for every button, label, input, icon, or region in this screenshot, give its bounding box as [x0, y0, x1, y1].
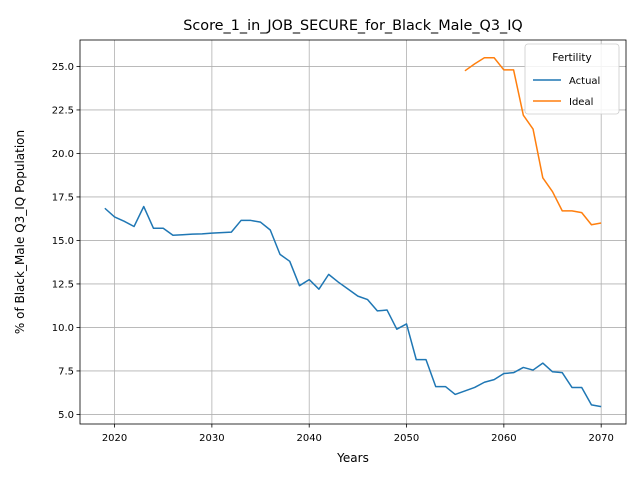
- y-tick-label: 5.0: [58, 410, 74, 421]
- y-tick-label: 25.0: [52, 62, 74, 73]
- legend-label-ideal: Ideal: [569, 97, 593, 108]
- y-tick-label: 22.5: [52, 106, 74, 117]
- legend-box: [524, 43, 620, 115]
- x-tick-label: 2070: [588, 433, 613, 444]
- x-tick-label: 2050: [394, 433, 419, 444]
- chart-title: Score_1_in_JOB_SECURE_for_Black_Male_Q3_…: [183, 18, 523, 34]
- x-axis-ticks: 2020 2030 2040 2050 2060 2070: [102, 424, 614, 444]
- series-group: [104, 57, 602, 408]
- x-axis-label: Years: [336, 451, 369, 465]
- legend-label-actual: Actual: [569, 76, 600, 87]
- y-tick-label: 12.5: [52, 280, 74, 291]
- x-tick-label: 2040: [296, 433, 321, 444]
- y-tick-label: 10.0: [52, 323, 74, 334]
- y-tick-label: 20.0: [52, 149, 74, 160]
- grid-lines: [80, 40, 626, 424]
- legend: Fertility Actual Ideal: [524, 43, 620, 115]
- y-axis-label: % of Black_Male Q3_IQ Population: [13, 130, 27, 334]
- y-axis-ticks: 5.0 7.5 10.0 12.5 15.0 17.5 20.0 22.5 25.0: [52, 62, 80, 421]
- y-tick-label: 17.5: [52, 193, 74, 204]
- legend-title: Fertility: [552, 52, 591, 64]
- series-line-ideal: [464, 57, 602, 226]
- y-tick-label: 15.0: [52, 236, 74, 247]
- x-tick-label: 2030: [199, 433, 224, 444]
- x-tick-label: 2060: [491, 433, 516, 444]
- x-tick-label: 2020: [102, 433, 127, 444]
- plot-frame: [79, 39, 627, 425]
- series-line-actual: [104, 205, 602, 408]
- y-tick-label: 7.5: [58, 367, 74, 378]
